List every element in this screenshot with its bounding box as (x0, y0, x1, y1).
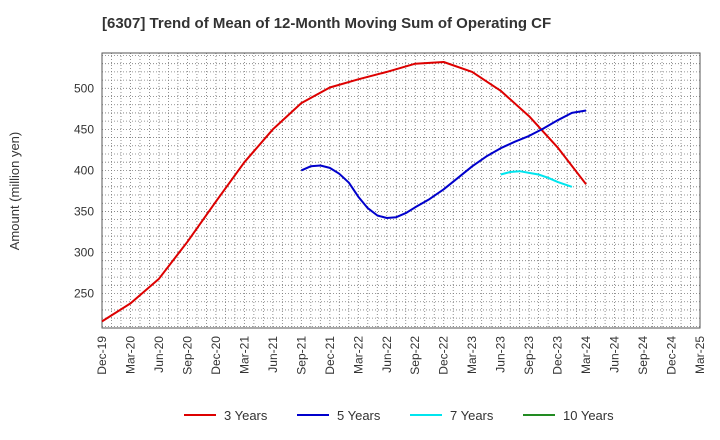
x-tick-label: Jun-22 (380, 336, 394, 373)
y-tick-label: 500 (74, 81, 94, 95)
plot-frame (101, 52, 701, 329)
x-tick-label: Sep-24 (636, 336, 650, 375)
x-tick-label: Dec-20 (209, 336, 223, 375)
y-tick-label: 400 (74, 163, 94, 177)
x-tick-label: Mar-22 (351, 336, 365, 374)
x-tick-label: Mar-24 (579, 336, 593, 374)
legend: 3 Years 5 Years 7 Years 10 Years (184, 408, 614, 423)
x-tick-label: Dec-21 (323, 336, 337, 375)
grid-layer (102, 53, 700, 328)
x-tick-label: Jun-20 (152, 336, 166, 373)
x-tick-label: Sep-20 (180, 336, 194, 375)
legend-label: 7 Years (450, 408, 494, 423)
series-line-3-years (101, 61, 587, 323)
series-line-7-years (500, 170, 573, 188)
x-tick-label: Mar-23 (465, 336, 479, 374)
x-tick-label: Jun-24 (608, 336, 622, 373)
y-tick-label: 350 (74, 204, 94, 218)
x-tick-labels: Dec-19 Mar-20 Jun-20 Sep-20 Dec-20 Mar-21 Jun-… (95, 336, 707, 375)
x-tick-label: Mar-21 (237, 336, 251, 374)
y-tick-label: 450 (74, 122, 94, 136)
x-tick-label: Dec-23 (551, 336, 565, 375)
chart-title: [6307] Trend of Mean of 12-Month Moving … (102, 15, 551, 32)
x-tick-label: Sep-22 (408, 336, 422, 375)
y-tick-label: 250 (74, 287, 94, 301)
x-tick-label: Sep-21 (294, 336, 308, 375)
x-tick-label: Jun-21 (266, 336, 280, 373)
series-line-5-years (300, 109, 587, 219)
x-tick-label: Jun-23 (494, 336, 508, 373)
legend-label: 3 Years (224, 408, 268, 423)
y-axis-label: Amount (million yen) (7, 132, 22, 251)
x-tick-label: Mar-25 (693, 336, 707, 374)
series-layer (101, 61, 587, 323)
x-tick-label: Sep-23 (522, 336, 536, 375)
x-tick-label: Dec-24 (665, 336, 679, 375)
y-tick-label: 300 (74, 245, 94, 259)
x-tick-label: Dec-19 (95, 336, 109, 375)
x-tick-label: Mar-20 (123, 336, 137, 374)
y-tick-labels: 250 300 350 400 450 500 (74, 81, 94, 300)
legend-label: 10 Years (563, 408, 614, 423)
legend-label: 5 Years (337, 408, 381, 423)
x-tick-label: Dec-22 (437, 336, 451, 375)
